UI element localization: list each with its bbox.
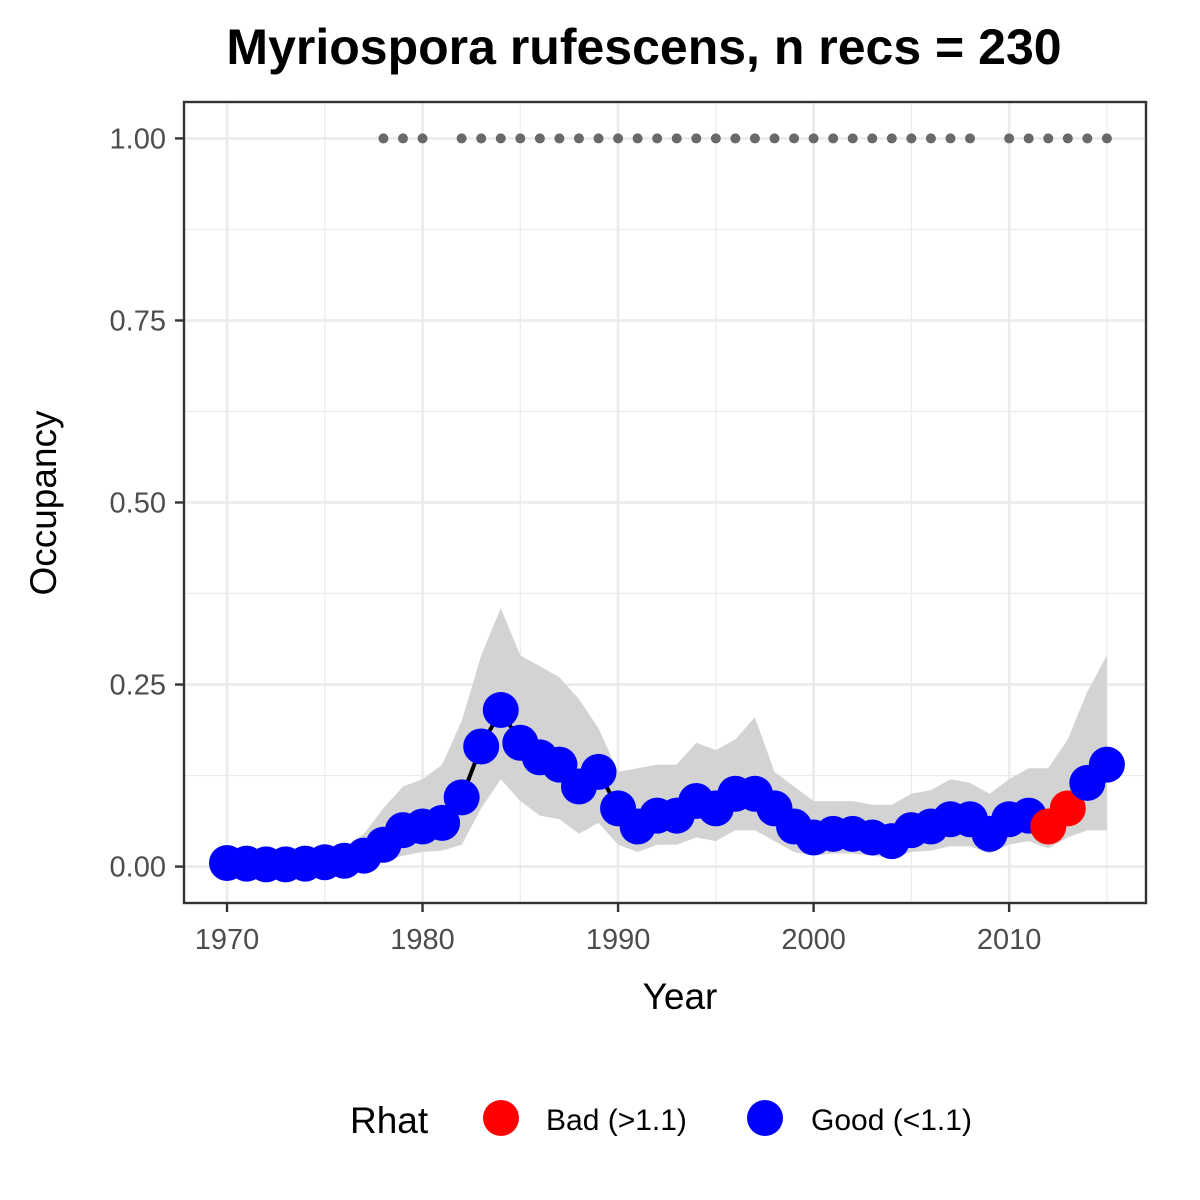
- data-point: [1088, 746, 1125, 783]
- y-tick-label: 1.00: [110, 123, 166, 155]
- record-dot: [1043, 133, 1054, 144]
- x-tick-label: 1970: [195, 924, 260, 956]
- record-dot: [632, 133, 643, 144]
- record-dot: [495, 133, 506, 144]
- record-dot: [691, 133, 702, 144]
- x-tick-label: 2000: [781, 924, 846, 956]
- y-tick-label: 0.00: [110, 852, 166, 884]
- record-dot: [867, 133, 878, 144]
- record-dot: [965, 133, 976, 144]
- record-dot: [573, 133, 584, 144]
- grid: [184, 102, 1146, 903]
- y-tick-label: 0.25: [110, 670, 166, 702]
- record-dot: [476, 133, 487, 144]
- data-point: [1049, 790, 1086, 827]
- legend-bad-swatch: [483, 1100, 519, 1136]
- record-dot: [1004, 133, 1015, 144]
- record-dot: [769, 133, 780, 144]
- record-dot: [730, 133, 741, 144]
- record-years-dots: [378, 133, 1112, 144]
- record-dot: [1082, 133, 1093, 144]
- record-dot: [652, 133, 663, 144]
- y-tick-label: 0.50: [110, 488, 166, 520]
- x-tick-label: 2010: [977, 924, 1042, 956]
- record-dot: [515, 133, 526, 144]
- occupancy-points: [209, 692, 1125, 883]
- record-dot: [886, 133, 897, 144]
- y-axis-title: Occupancy: [23, 410, 64, 596]
- record-dot: [749, 133, 760, 144]
- legend-bad-label: Bad (>1.1): [546, 1104, 687, 1137]
- legend-title: Rhat: [350, 1100, 429, 1141]
- record-dot: [847, 133, 858, 144]
- record-dot: [671, 133, 682, 144]
- data-point: [424, 804, 461, 841]
- record-dot: [534, 133, 545, 144]
- x-tick-label: 1990: [586, 924, 651, 956]
- record-dot: [397, 133, 408, 144]
- x-axis-title: Year: [643, 976, 718, 1017]
- chart-title: Myriospora rufescens, n recs = 230: [226, 19, 1061, 75]
- record-dot: [1062, 133, 1073, 144]
- record-dot: [789, 133, 800, 144]
- record-dot: [593, 133, 604, 144]
- record-dot: [554, 133, 565, 144]
- data-point: [463, 728, 500, 765]
- legend-good-swatch: [747, 1100, 783, 1136]
- data-point: [580, 753, 617, 790]
- record-dot: [945, 133, 956, 144]
- record-dot: [828, 133, 839, 144]
- record-dot: [906, 133, 917, 144]
- y-tick-label: 0.75: [110, 305, 166, 337]
- record-dot: [1023, 133, 1034, 144]
- record-dot: [417, 133, 428, 144]
- x-tick-label: 1980: [390, 924, 455, 956]
- record-dot: [710, 133, 721, 144]
- axes: 1970 1980 1990 2000 2010 0.00 0.25 0.50 0.75 1.00: [110, 123, 1042, 956]
- legend-good-label: Good (<1.1): [811, 1104, 972, 1137]
- record-dot: [1101, 133, 1112, 144]
- data-point: [443, 779, 480, 816]
- record-dot: [613, 133, 624, 144]
- record-dot: [925, 133, 936, 144]
- record-dot: [378, 133, 389, 144]
- legend: Rhat Bad (>1.1) Good (<1.1): [350, 1100, 972, 1141]
- record-dot: [456, 133, 467, 144]
- data-point: [482, 692, 519, 729]
- record-dot: [808, 133, 819, 144]
